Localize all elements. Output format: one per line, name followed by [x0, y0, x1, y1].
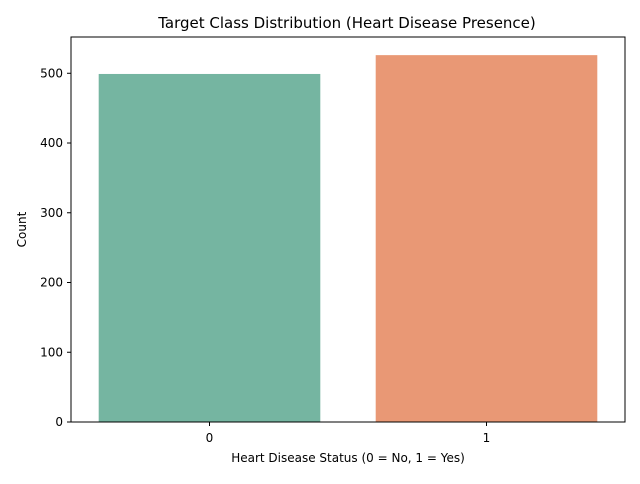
y-tick-label: 100 [40, 345, 63, 359]
y-tick-label: 400 [40, 136, 63, 150]
x-axis-label: Heart Disease Status (0 = No, 1 = Yes) [231, 451, 465, 465]
plot-frame [70, 36, 626, 423]
bars-layer [98, 55, 598, 422]
y-axis: 0 100 200 300 400 500 [40, 66, 71, 429]
y-tick-label: 200 [40, 276, 63, 290]
y-tick-label: 500 [40, 66, 63, 80]
x-tick-label: 1 [483, 431, 491, 445]
y-tick-label: 300 [40, 206, 63, 220]
bar-0 [98, 73, 321, 422]
bar-1 [375, 55, 598, 422]
y-axis-label: Count [15, 211, 29, 247]
x-tick-label: 0 [206, 431, 214, 445]
chart-title: Target Class Distribution (Heart Disease… [157, 14, 536, 32]
y-tick-label: 0 [55, 415, 63, 429]
